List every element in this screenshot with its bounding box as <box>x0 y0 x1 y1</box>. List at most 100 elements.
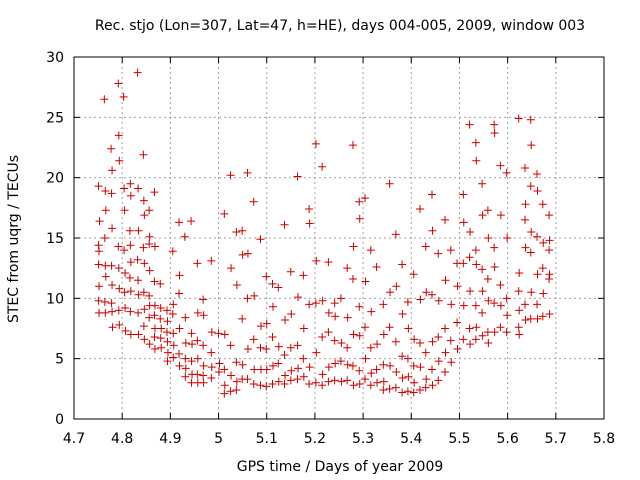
data-point-marker <box>478 287 487 296</box>
data-point-marker <box>361 375 370 384</box>
data-point-marker <box>280 220 289 229</box>
data-point-marker <box>134 290 143 299</box>
data-point-marker <box>168 310 177 319</box>
data-point-marker <box>108 281 117 290</box>
data-point-marker <box>533 314 542 323</box>
data-point-marker <box>120 288 129 297</box>
data-point-marker <box>539 289 548 298</box>
data-point-marker <box>215 367 224 376</box>
y-tick-label: 30 <box>46 50 64 66</box>
data-point-marker <box>114 79 123 88</box>
data-point-marker <box>101 272 110 281</box>
data-point-marker <box>361 354 370 363</box>
data-point-marker <box>379 386 388 395</box>
data-point-marker <box>140 211 149 220</box>
data-point-marker <box>169 341 178 350</box>
data-point-marker <box>220 209 229 218</box>
data-point-marker <box>94 260 103 269</box>
data-point-marker <box>145 313 154 322</box>
data-point-marker <box>391 383 400 392</box>
data-point-marker <box>311 139 320 148</box>
data-point-marker <box>193 370 202 379</box>
data-point-marker <box>94 296 103 305</box>
data-point-marker <box>95 247 104 256</box>
data-point-marker <box>243 375 252 384</box>
data-point-marker <box>249 380 258 389</box>
data-point-marker <box>441 276 450 285</box>
data-point-marker <box>324 377 333 386</box>
data-point-marker <box>262 319 271 328</box>
data-point-marker <box>119 92 128 101</box>
data-point-marker <box>199 341 208 350</box>
data-point-marker <box>199 378 208 387</box>
data-point-marker <box>410 335 419 344</box>
data-point-marker <box>156 303 165 312</box>
data-point-marker <box>502 168 511 177</box>
data-point-marker <box>139 196 148 205</box>
data-point-marker <box>409 388 418 397</box>
data-point-marker <box>145 206 154 215</box>
data-points-layer <box>94 68 554 398</box>
data-point-marker <box>115 284 124 293</box>
grid-layer <box>74 57 604 419</box>
data-point-marker <box>361 277 370 286</box>
y-tick-label: 0 <box>55 412 64 428</box>
data-point-marker <box>521 316 530 325</box>
y-tick-label: 10 <box>46 291 64 307</box>
data-point-marker <box>398 352 407 361</box>
data-point-marker <box>115 320 124 329</box>
y-tick-label: 20 <box>46 171 64 187</box>
data-point-marker <box>336 357 345 366</box>
data-point-marker <box>434 332 443 341</box>
data-point-marker <box>114 264 123 273</box>
data-point-marker <box>496 323 505 332</box>
data-point-marker <box>465 120 474 129</box>
data-point-marker <box>107 144 116 153</box>
data-point-marker <box>330 376 339 385</box>
data-point-marker <box>120 206 129 215</box>
x-tick-label: 4.8 <box>111 431 133 447</box>
data-point-marker <box>478 265 487 274</box>
data-point-marker <box>199 361 208 370</box>
data-point-marker <box>373 340 382 349</box>
data-point-marker <box>398 260 407 269</box>
data-point-marker <box>238 226 247 235</box>
data-point-marker <box>268 332 277 341</box>
data-point-marker <box>379 377 388 386</box>
data-point-marker <box>287 366 296 375</box>
data-point-marker <box>355 366 364 375</box>
data-point-marker <box>150 301 159 310</box>
data-point-marker <box>427 365 436 374</box>
data-point-marker <box>163 317 172 326</box>
data-point-marker <box>471 246 480 255</box>
y-tick-label: 5 <box>55 352 64 368</box>
data-point-marker <box>175 349 184 358</box>
data-point-marker <box>520 215 529 224</box>
data-point-marker <box>343 343 352 352</box>
data-point-marker <box>465 324 474 333</box>
data-point-marker <box>121 268 130 277</box>
x-tick-label: 4.7 <box>63 431 85 447</box>
data-point-marker <box>349 381 358 390</box>
data-point-marker <box>268 380 277 389</box>
data-point-marker <box>336 294 345 303</box>
data-point-marker <box>312 256 321 265</box>
data-point-marker <box>226 171 235 180</box>
data-point-marker <box>324 363 333 372</box>
data-point-marker <box>207 363 216 372</box>
data-point-marker <box>502 328 511 337</box>
data-point-marker <box>163 348 172 357</box>
data-point-marker <box>139 243 148 252</box>
data-point-marker <box>403 387 412 396</box>
data-point-marker <box>220 389 229 398</box>
data-point-marker <box>490 299 499 308</box>
data-point-marker <box>100 234 109 242</box>
data-point-marker <box>220 365 229 374</box>
data-point-marker <box>262 365 271 374</box>
data-point-marker <box>361 194 370 203</box>
data-point-marker <box>343 264 352 273</box>
data-point-marker <box>355 331 364 340</box>
data-point-marker <box>385 323 394 332</box>
data-point-marker <box>379 360 388 369</box>
